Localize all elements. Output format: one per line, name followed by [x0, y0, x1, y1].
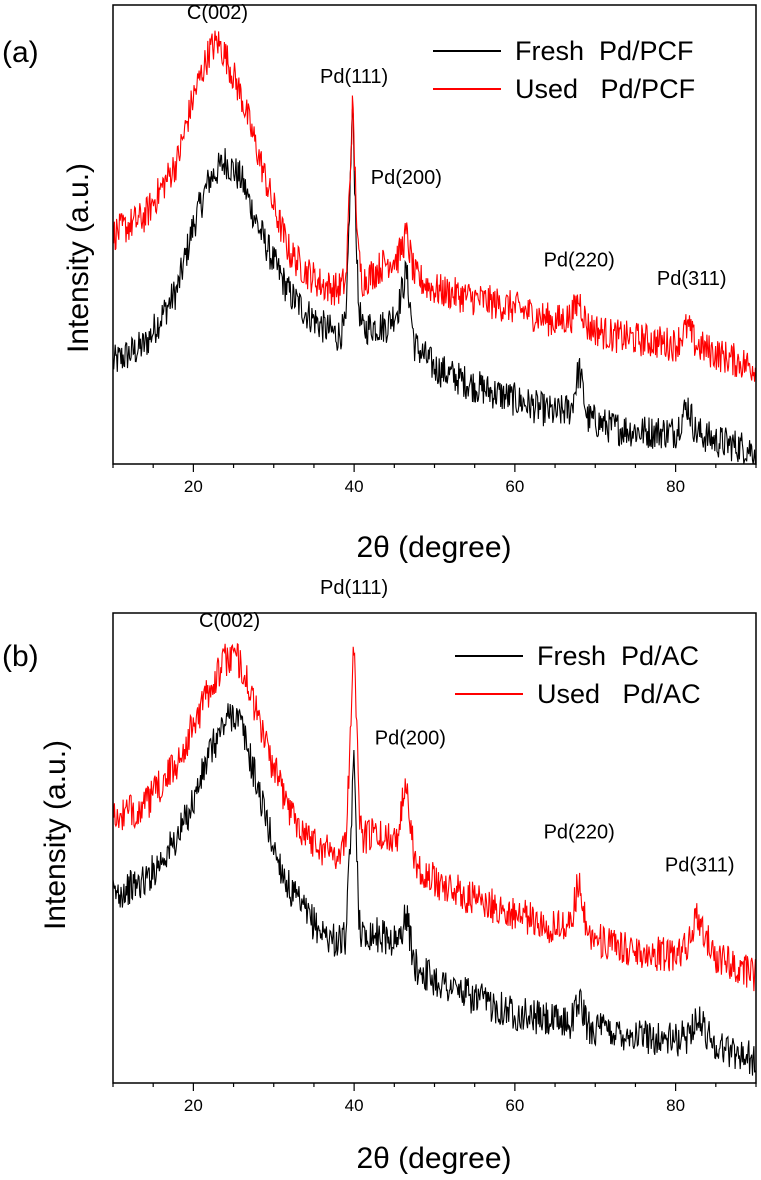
peak-annotations: C(002) Pd(111) Pd(200) Pd(220) Pd(311)	[187, 2, 727, 290]
x-tick-label: 80	[666, 1096, 685, 1115]
panel-label: (a)	[2, 36, 39, 69]
peak-label: Pd(220)	[544, 822, 615, 844]
panel-a: (a) Intensity (a.u.) 2θ (degree) C(002) P…	[2, 2, 757, 564]
y-axis-title: Intensity (a.u.)	[62, 163, 95, 353]
x-tick-label: 60	[505, 1096, 524, 1115]
x-tick-label: 40	[345, 1096, 364, 1115]
legend-label-1: Used Pd/PCF	[515, 74, 695, 104]
peak-annotations: C(002) Pd(111) Pd(200) Pd(220) Pd(311)	[199, 577, 735, 876]
series-lines	[112, 642, 756, 1076]
x-tick-label: 20	[184, 477, 203, 496]
peak-label: Pd(111)	[320, 66, 388, 88]
peak-label: Pd(200)	[375, 728, 446, 750]
x-axis-title: 2θ (degree)	[356, 531, 511, 564]
series-lines	[112, 30, 756, 465]
legend-label-0: Fresh Pd/AC	[537, 641, 699, 671]
peak-label: Pd(200)	[371, 167, 442, 189]
series-line-0	[112, 703, 756, 1076]
x-tick-label: 60	[505, 477, 524, 496]
x-axis-title: 2θ (degree)	[356, 1142, 511, 1175]
x-tick-label: 20	[184, 1096, 203, 1115]
x-tick-label: 80	[666, 477, 685, 496]
legend-label-0: Fresh Pd/PCF	[515, 36, 694, 66]
peak-label: Pd(311)	[665, 855, 735, 877]
series-line-1	[112, 642, 756, 992]
panel-b: (b) Intensity (a.u.) 2θ (degree) C(002) P…	[2, 577, 757, 1175]
x-tick-label: 40	[345, 477, 364, 496]
peak-label: C(002)	[199, 610, 260, 632]
peak-label: Pd(111)	[320, 577, 388, 599]
peak-label: C(002)	[187, 2, 248, 24]
legend: Fresh Pd/PCF Used Pd/PCF	[433, 36, 695, 104]
legend-label-1: Used Pd/AC	[537, 679, 701, 709]
series-line-0	[112, 108, 756, 465]
panel-label: (b)	[2, 640, 39, 673]
plot-frame	[112, 4, 757, 465]
legend: Fresh Pd/AC Used Pd/AC	[455, 641, 701, 709]
peak-label: Pd(220)	[544, 250, 615, 272]
series-line-1	[112, 30, 756, 382]
plot-frame	[112, 612, 757, 1084]
peak-label: Pd(311)	[657, 268, 727, 290]
x-axis-ticks: 20 40 60 80	[112, 464, 757, 496]
y-axis-title: Intensity (a.u.)	[39, 740, 72, 930]
x-axis-ticks: 20 40 60 80	[112, 1083, 757, 1115]
